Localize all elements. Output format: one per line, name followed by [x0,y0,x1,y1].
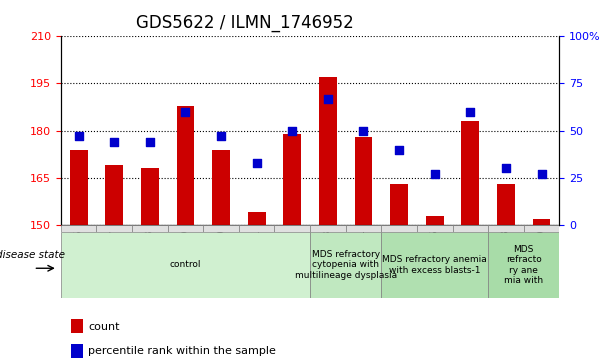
Text: percentile rank within the sample: percentile rank within the sample [88,346,276,356]
Bar [105,165,123,225]
FancyBboxPatch shape [310,232,381,298]
Text: MDS refractory
cytopenia with
multilineage dysplasia: MDS refractory cytopenia with multilinea… [295,250,397,280]
FancyBboxPatch shape [61,225,97,232]
Text: count: count [88,322,120,331]
FancyBboxPatch shape [97,225,132,232]
Bar [212,150,230,225]
Point [501,166,511,171]
FancyBboxPatch shape [488,225,523,232]
FancyBboxPatch shape [310,225,346,232]
Point [181,109,190,115]
Text: GDS5622 / ILMN_1746952: GDS5622 / ILMN_1746952 [136,14,353,32]
FancyBboxPatch shape [168,225,203,232]
Text: MDS refractory anemia
with excess blasts-1: MDS refractory anemia with excess blasts… [382,255,487,275]
Bar [461,121,479,225]
FancyBboxPatch shape [488,232,559,298]
Bar [390,184,408,225]
Bar [71,319,83,333]
Bar [176,106,195,225]
Point [430,171,440,177]
FancyBboxPatch shape [239,225,274,232]
Bar [283,134,301,225]
Point [252,160,261,166]
FancyBboxPatch shape [381,225,417,232]
Bar [354,137,372,225]
FancyBboxPatch shape [452,225,488,232]
FancyBboxPatch shape [417,225,452,232]
FancyBboxPatch shape [203,225,239,232]
Bar [141,168,159,225]
Point [288,128,297,134]
Point [359,128,368,134]
Text: MDS
refracto
ry ane
mia with: MDS refracto ry ane mia with [504,245,544,285]
Point [537,171,547,177]
Bar [497,184,515,225]
Bar [319,77,337,225]
Bar [71,344,83,358]
Text: control: control [170,261,201,269]
Point [323,96,333,102]
FancyBboxPatch shape [523,225,559,232]
FancyBboxPatch shape [274,225,310,232]
FancyBboxPatch shape [132,225,168,232]
FancyBboxPatch shape [346,225,381,232]
Text: disease state: disease state [0,250,65,260]
FancyBboxPatch shape [61,232,310,298]
Point [466,109,475,115]
Point [74,134,83,139]
Bar [247,212,266,225]
Point [216,134,226,139]
Point [394,147,404,152]
Bar [426,216,444,225]
FancyBboxPatch shape [381,232,488,298]
Bar [70,150,88,225]
Bar [533,219,550,225]
Point [145,139,154,145]
Point [109,139,119,145]
